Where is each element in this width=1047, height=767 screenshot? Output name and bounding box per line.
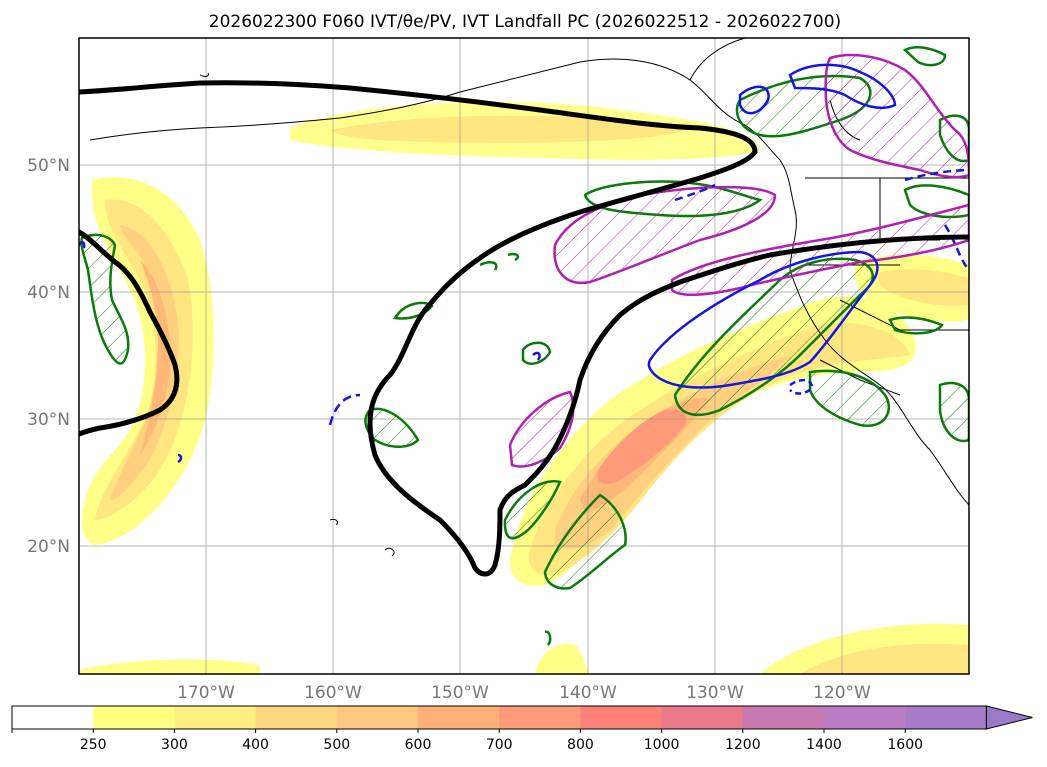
colorbar-tick-label: 800: [567, 737, 594, 753]
lat-label: 30°N: [27, 410, 70, 430]
lon-label: 170°W: [177, 683, 235, 703]
lon-label: 140°W: [559, 683, 617, 703]
colorbar-tick-label: 400: [242, 737, 269, 753]
map-border: [78, 37, 970, 675]
colorbar-bin: [824, 706, 906, 729]
green-hatched-regions: [80, 74, 969, 590]
blue-contours: [79, 63, 969, 464]
lon-label: 120°W: [813, 683, 871, 703]
colorbar-bin: [418, 706, 500, 729]
colorbar-bin: [661, 706, 744, 729]
colorbar-tick-label: 1600: [887, 737, 923, 753]
colorbar-bin: [255, 706, 338, 729]
colorbar-tick-label: 500: [323, 737, 350, 753]
lon-label: 150°W: [431, 683, 489, 703]
colorbar-tick-label: 1200: [725, 737, 761, 753]
colorbar-tick-label: 300: [161, 737, 188, 753]
colorbar-bin: [905, 706, 987, 729]
map-title: 2026022300 F060 IVT/θe/PV, IVT Landfall …: [209, 12, 841, 32]
colorbar-bin: [499, 706, 581, 729]
colorbar-tick-label: 700: [486, 737, 513, 753]
colorbar-bin: [580, 706, 663, 729]
colorbar-tick-label: 600: [405, 737, 432, 753]
lon-label: 130°W: [686, 683, 744, 703]
map-panel: [79, 38, 969, 674]
colorbar-bin: [93, 706, 175, 729]
longitude-labels: 170°W 160°W 150°W 140°W 130°W 120°W: [177, 683, 871, 703]
lat-label: 40°N: [27, 283, 70, 303]
colorbar-tick-label: 1400: [806, 737, 842, 753]
colorbar-tick-label: 1000: [644, 737, 680, 753]
lat-label: 50°N: [27, 156, 70, 176]
colorbar: 250 300 400 500 600 700 800 1000 1200 1400 1600: [11, 705, 1033, 753]
colorbar-bin: [12, 706, 94, 729]
black-contours: [79, 80, 969, 577]
green-contours: [392, 46, 969, 646]
lat-label: 20°N: [27, 537, 70, 557]
colorbar-tick-label: 250: [80, 737, 107, 753]
colorbar-bin: [336, 706, 419, 729]
latitude-labels: 50°N 40°N 30°N 20°N: [27, 156, 70, 557]
colorbar-bin: [742, 706, 825, 729]
colorbar-extend-arrow: [985, 705, 1033, 730]
lon-label: 160°W: [304, 683, 362, 703]
colorbar-bin: [174, 706, 257, 729]
